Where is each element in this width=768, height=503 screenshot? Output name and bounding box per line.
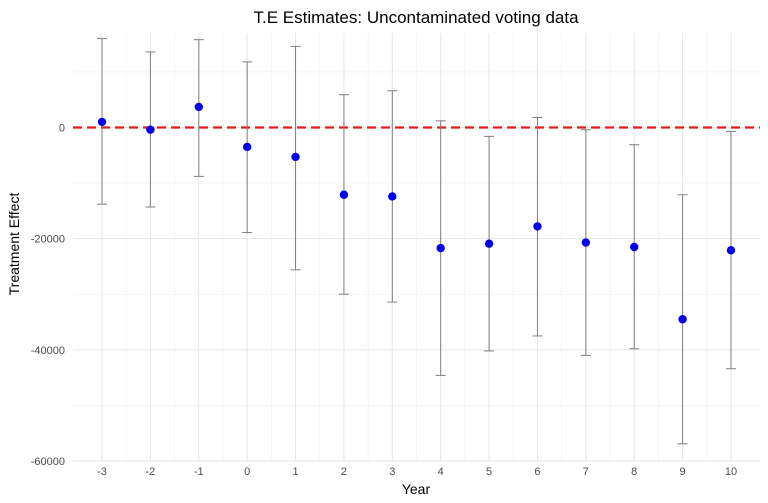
x-axis-title: Year <box>402 481 431 497</box>
data-point <box>581 238 591 247</box>
x-tick-label: 9 <box>680 466 686 478</box>
x-tick-label: -3 <box>97 466 107 478</box>
x-tick-label: -2 <box>146 466 156 478</box>
data-point <box>146 125 155 134</box>
data-point <box>291 152 300 162</box>
y-tick-label: -60000 <box>31 456 65 468</box>
x-tick-label: 2 <box>341 466 347 478</box>
tick-label-layer: -3 -2 -1 0 1 2 3 4 5 6 7 8 9 10 -60000 -40000 -20000 0 <box>31 122 737 478</box>
data-point <box>242 142 252 152</box>
data-point <box>726 246 736 255</box>
x-tick-label: 8 <box>631 466 637 478</box>
x-tick-label: 6 <box>534 466 540 478</box>
x-tick-label: 0 <box>244 466 250 478</box>
data-point <box>484 239 494 248</box>
x-tick-label: 7 <box>583 466 589 478</box>
data-point <box>339 190 349 199</box>
data-point <box>436 243 445 253</box>
x-tick-label: 3 <box>389 466 395 478</box>
data-point <box>388 192 397 201</box>
y-tick-label: -20000 <box>31 234 65 246</box>
x-tick-label: -1 <box>194 466 204 478</box>
x-tick-label: 1 <box>292 466 298 478</box>
y-tick-label: 0 <box>59 122 65 134</box>
y-tick-label: -40000 <box>31 345 65 357</box>
x-tick-label: 10 <box>725 466 737 478</box>
data-point <box>97 117 107 127</box>
data-point <box>678 315 687 324</box>
data-point <box>194 102 203 112</box>
x-tick-label: 4 <box>438 466 444 478</box>
point-layer <box>97 102 736 324</box>
data-point <box>630 242 639 252</box>
x-tick-label: 5 <box>486 466 492 478</box>
data-point <box>533 222 542 231</box>
y-axis-title: Treatment Effect <box>6 193 22 296</box>
chart-title: T.E Estimates: Uncontaminated voting dat… <box>253 8 579 27</box>
